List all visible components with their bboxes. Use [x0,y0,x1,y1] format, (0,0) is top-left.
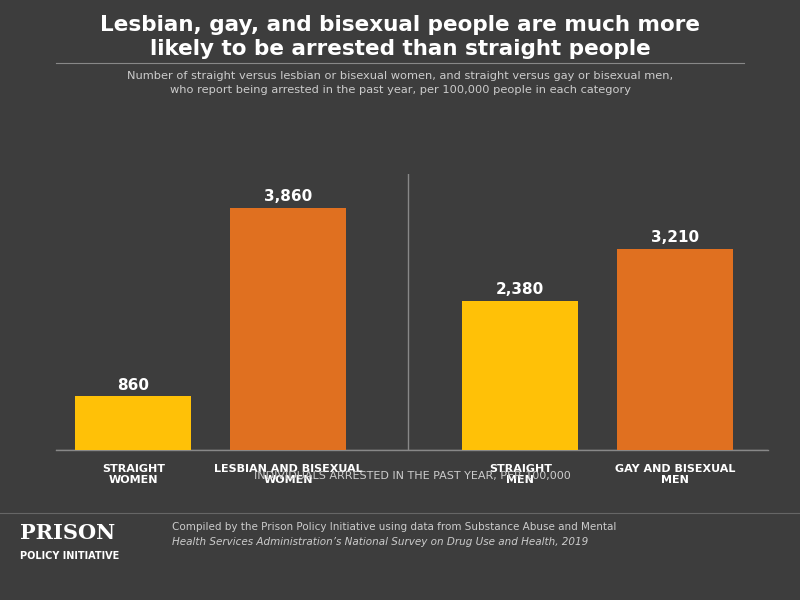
Text: likely to be arrested than straight people: likely to be arrested than straight peop… [150,39,650,59]
Text: Health Services Administration’s National Survey on Drug Use and Health, 2019: Health Services Administration’s Nationa… [172,537,588,547]
Text: PRISON: PRISON [20,523,115,543]
Text: who report being arrested in the past year, per 100,000 people in each category: who report being arrested in the past ye… [170,85,630,95]
Text: 2,380: 2,380 [496,282,545,297]
Text: 860: 860 [118,377,150,392]
Text: Compiled by the Prison Policy Initiative using data from Substance Abuse and Men: Compiled by the Prison Policy Initiative… [172,522,616,532]
Text: 3,210: 3,210 [651,230,699,245]
Text: Number of straight versus lesbian or bisexual women, and straight versus gay or : Number of straight versus lesbian or bis… [127,71,673,81]
Text: 3,860: 3,860 [264,190,312,205]
Bar [462,301,578,450]
Bar [617,248,733,450]
Bar [230,208,346,450]
Text: POLICY INITIATIVE: POLICY INITIATIVE [20,551,119,561]
Bar [75,396,191,450]
Text: Lesbian, gay, and bisexual people are much more: Lesbian, gay, and bisexual people are mu… [100,15,700,35]
Text: INDIVIDUALS ARRESTED IN THE PAST YEAR, PER 100,000: INDIVIDUALS ARRESTED IN THE PAST YEAR, P… [254,471,570,481]
